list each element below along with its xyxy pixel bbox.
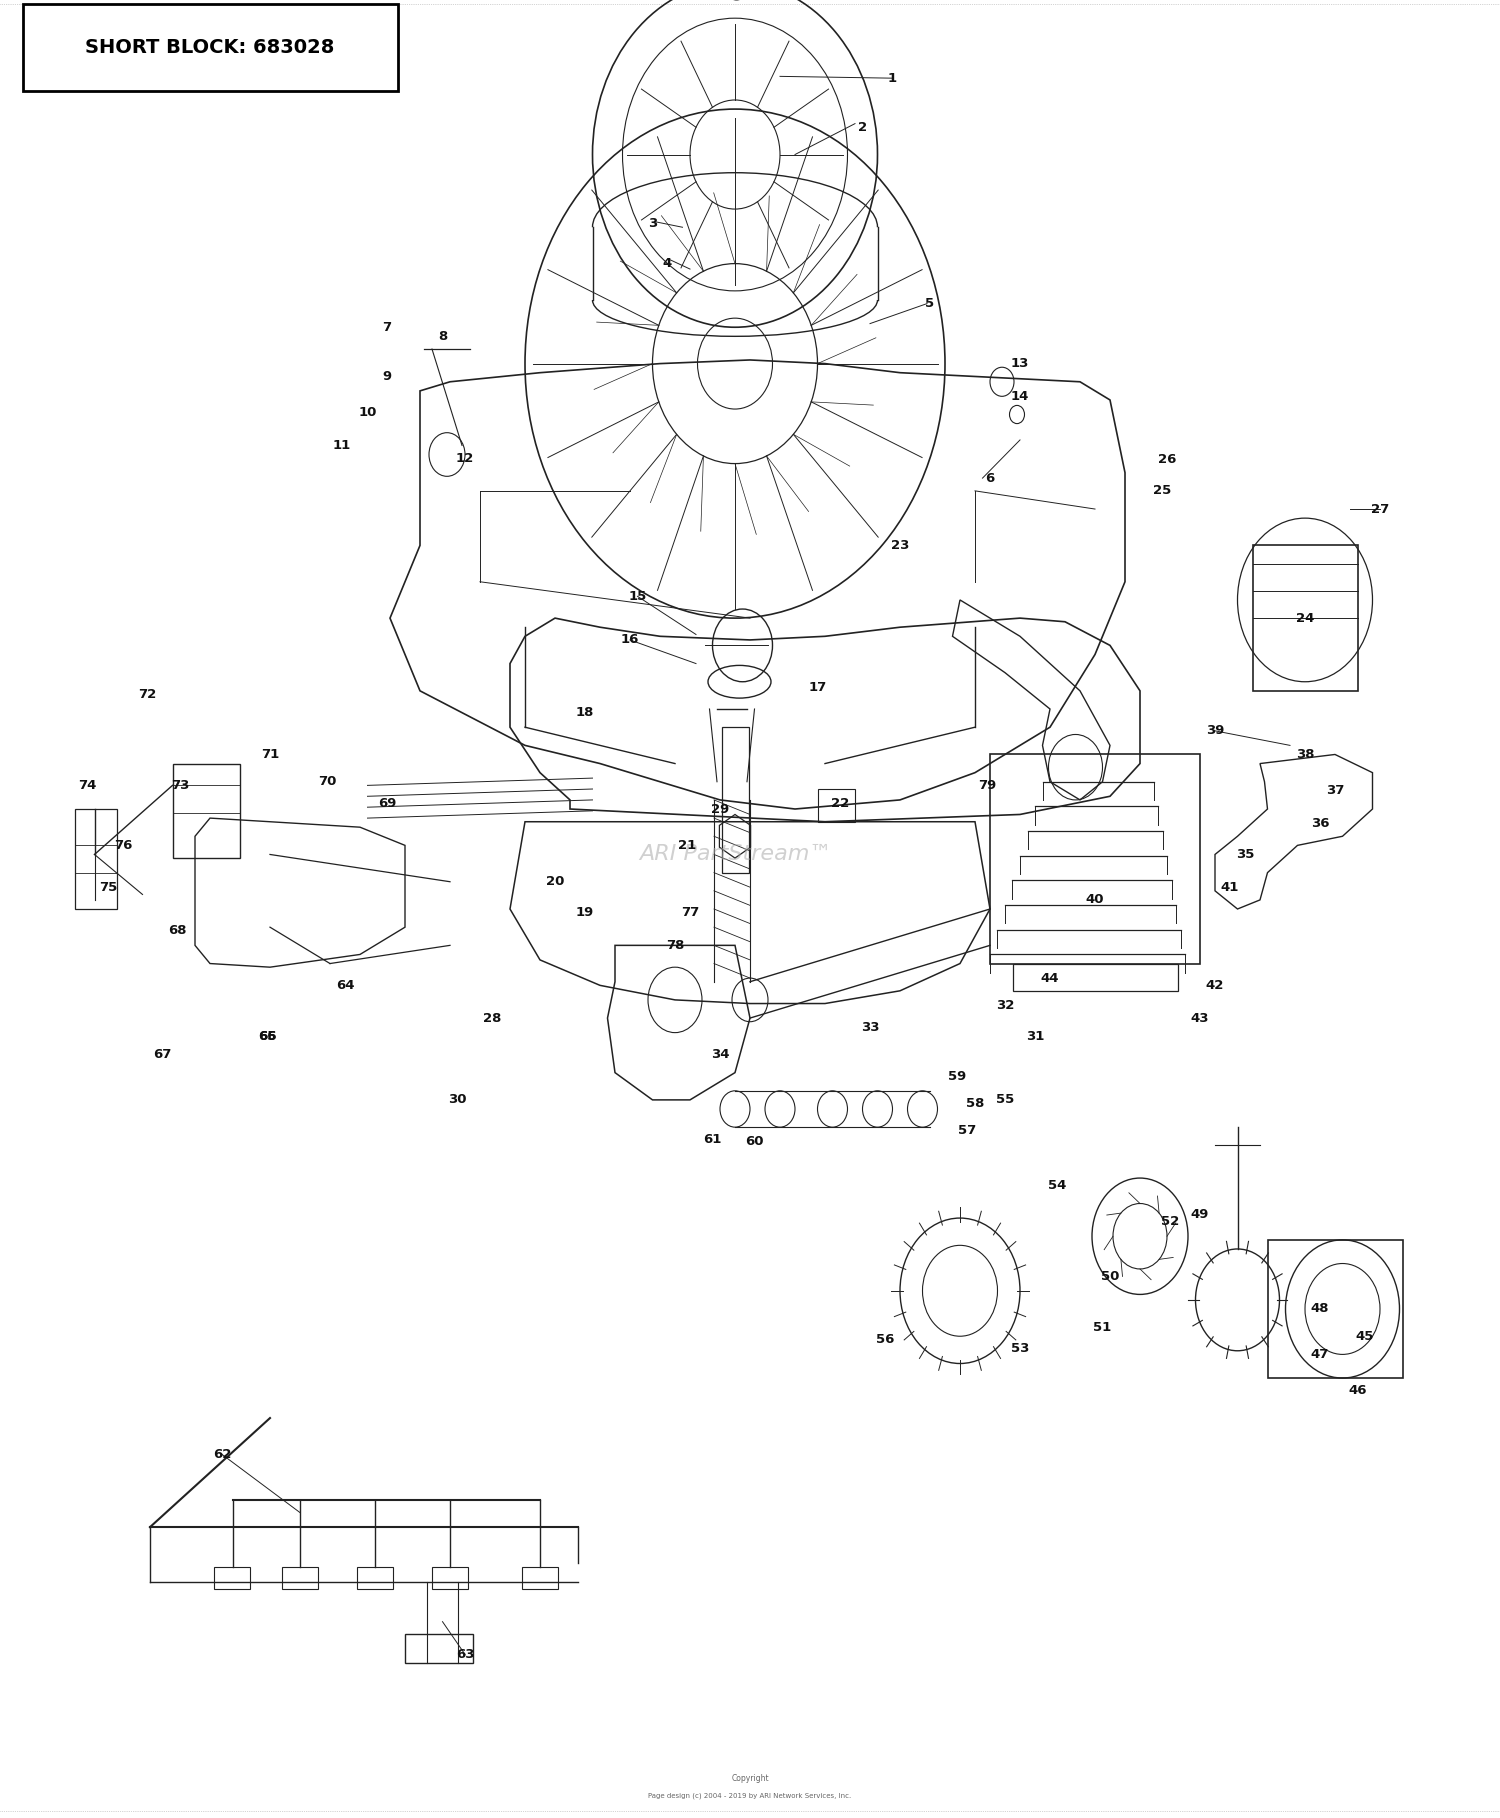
Bar bbox=[405, 1634, 472, 1663]
Text: 13: 13 bbox=[1011, 356, 1029, 371]
Text: 39: 39 bbox=[1206, 724, 1224, 738]
Text: 68: 68 bbox=[168, 924, 186, 938]
Text: 76: 76 bbox=[114, 838, 132, 853]
Text: 52: 52 bbox=[1161, 1214, 1179, 1229]
Text: 35: 35 bbox=[1236, 847, 1254, 862]
Text: 45: 45 bbox=[1356, 1329, 1374, 1344]
Bar bbox=[282, 1567, 318, 1589]
Bar bbox=[1013, 964, 1178, 991]
Text: 37: 37 bbox=[1326, 784, 1344, 798]
Text: 38: 38 bbox=[1296, 747, 1314, 762]
Text: 62: 62 bbox=[213, 1447, 231, 1462]
Text: 8: 8 bbox=[438, 329, 447, 344]
Text: 54: 54 bbox=[1048, 1178, 1066, 1193]
Text: 18: 18 bbox=[576, 705, 594, 720]
Bar bbox=[722, 727, 748, 873]
Text: 67: 67 bbox=[153, 1047, 171, 1062]
Bar bbox=[357, 1567, 393, 1589]
Bar bbox=[432, 1567, 468, 1589]
Text: 30: 30 bbox=[448, 1093, 466, 1107]
Text: 26: 26 bbox=[1158, 453, 1176, 467]
Text: 40: 40 bbox=[1086, 893, 1104, 907]
Bar bbox=[522, 1567, 558, 1589]
Text: 3: 3 bbox=[648, 216, 657, 231]
Text: 23: 23 bbox=[891, 538, 909, 553]
Text: 63: 63 bbox=[456, 1647, 474, 1662]
Text: 12: 12 bbox=[456, 451, 474, 465]
Text: 2: 2 bbox=[858, 120, 867, 135]
Text: 14: 14 bbox=[1011, 389, 1029, 404]
Text: 48: 48 bbox=[1311, 1302, 1329, 1316]
Text: 1: 1 bbox=[888, 71, 897, 85]
Text: 46: 46 bbox=[1348, 1383, 1366, 1398]
Text: Copyright: Copyright bbox=[730, 1774, 770, 1782]
Text: 49: 49 bbox=[1191, 1207, 1209, 1222]
Text: 7: 7 bbox=[382, 320, 392, 335]
Text: 16: 16 bbox=[621, 633, 639, 647]
Text: 69: 69 bbox=[378, 796, 396, 811]
Text: 28: 28 bbox=[483, 1011, 501, 1025]
Text: 9: 9 bbox=[382, 369, 392, 384]
Text: 60: 60 bbox=[746, 1134, 764, 1149]
Bar bbox=[818, 789, 855, 822]
Text: 10: 10 bbox=[358, 405, 376, 420]
Text: ARI PartStream™: ARI PartStream™ bbox=[639, 844, 831, 865]
Text: 57: 57 bbox=[958, 1124, 976, 1138]
Text: 25: 25 bbox=[1154, 484, 1172, 498]
Bar bbox=[214, 1567, 250, 1589]
Text: 42: 42 bbox=[1206, 978, 1224, 993]
Text: 74: 74 bbox=[78, 778, 96, 793]
Bar bbox=[1268, 1240, 1402, 1378]
Text: 43: 43 bbox=[1191, 1011, 1209, 1025]
Text: 64: 64 bbox=[336, 978, 354, 993]
Text: 19: 19 bbox=[576, 905, 594, 920]
Text: 58: 58 bbox=[966, 1096, 984, 1111]
Text: 51: 51 bbox=[1094, 1320, 1112, 1334]
Text: 29: 29 bbox=[711, 802, 729, 816]
Text: 20: 20 bbox=[546, 874, 564, 889]
Text: 53: 53 bbox=[1011, 1342, 1029, 1356]
Text: 79: 79 bbox=[978, 778, 996, 793]
Bar bbox=[990, 754, 1200, 964]
Text: 21: 21 bbox=[678, 838, 696, 853]
Text: 31: 31 bbox=[1026, 1029, 1044, 1044]
Text: Page design (c) 2004 - 2019 by ARI Network Services, Inc.: Page design (c) 2004 - 2019 by ARI Netwo… bbox=[648, 1793, 852, 1800]
Bar bbox=[172, 764, 240, 858]
Text: 56: 56 bbox=[876, 1333, 894, 1347]
Text: 59: 59 bbox=[948, 1069, 966, 1084]
Text: 6: 6 bbox=[986, 471, 994, 485]
Bar bbox=[75, 809, 117, 909]
Text: 50: 50 bbox=[1101, 1269, 1119, 1284]
Text: 78: 78 bbox=[666, 938, 684, 953]
Text: 41: 41 bbox=[1221, 880, 1239, 894]
Text: 11: 11 bbox=[333, 438, 351, 453]
Text: 47: 47 bbox=[1311, 1347, 1329, 1362]
Text: 70: 70 bbox=[318, 774, 336, 789]
Text: 4: 4 bbox=[663, 256, 672, 271]
FancyBboxPatch shape bbox=[22, 4, 398, 91]
Text: 65: 65 bbox=[258, 1029, 276, 1044]
Text: 24: 24 bbox=[1296, 611, 1314, 625]
Text: SHORT BLOCK: 683028: SHORT BLOCK: 683028 bbox=[86, 38, 334, 56]
Text: 33: 33 bbox=[861, 1020, 879, 1034]
Text: 61: 61 bbox=[704, 1133, 722, 1147]
Text: 36: 36 bbox=[1311, 816, 1329, 831]
Text: 71: 71 bbox=[261, 747, 279, 762]
Text: 5: 5 bbox=[926, 296, 934, 311]
Text: 22: 22 bbox=[831, 796, 849, 811]
Text: 66: 66 bbox=[258, 1029, 276, 1044]
Text: 73: 73 bbox=[171, 778, 189, 793]
Text: 15: 15 bbox=[628, 589, 646, 604]
Text: 55: 55 bbox=[996, 1093, 1014, 1107]
Text: 27: 27 bbox=[1371, 502, 1389, 516]
Text: 34: 34 bbox=[711, 1047, 729, 1062]
Text: 75: 75 bbox=[99, 880, 117, 894]
Text: 32: 32 bbox=[996, 998, 1014, 1013]
Text: 72: 72 bbox=[138, 687, 156, 702]
Text: 17: 17 bbox=[808, 680, 826, 694]
Text: 44: 44 bbox=[1041, 971, 1059, 985]
Bar bbox=[1252, 545, 1358, 691]
Text: 77: 77 bbox=[681, 905, 699, 920]
